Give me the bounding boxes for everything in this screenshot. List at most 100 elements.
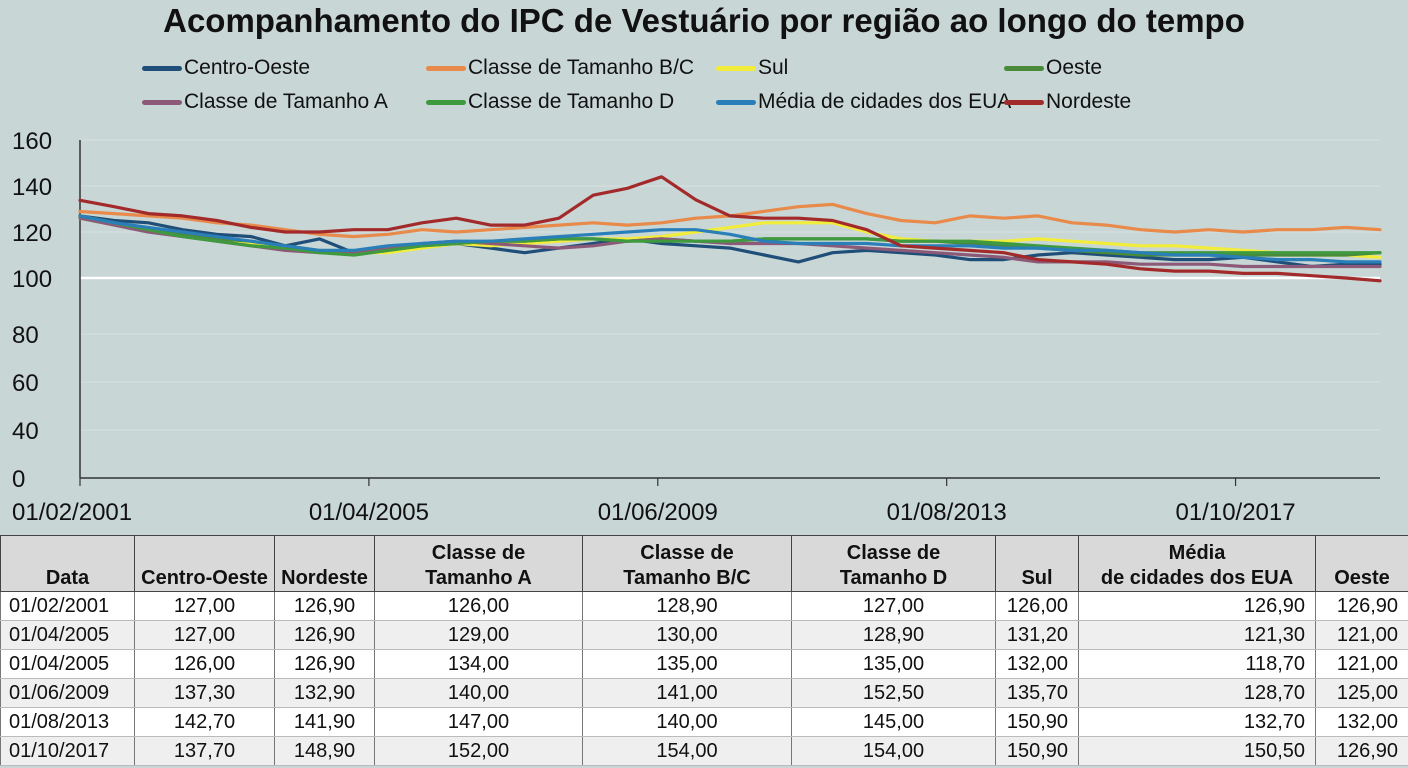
table-cell-value: 126,90 [274,620,375,650]
legend-label: Oeste [1046,56,1103,79]
x-tick-label: 01/04/2005 [309,499,429,526]
table-cell-value: 126,00 [995,591,1079,621]
table-cell-value: 126,90 [274,591,375,621]
table-row: 01/04/2005 127,00 126,90 129,00 130,00 128,90… [0,620,1408,650]
legend-label: Sul [758,56,789,79]
y-tick-label: 0 [12,466,25,493]
y-tick-label: 80 [12,322,39,349]
legend-item: Média de cidades dos EUA [716,89,1011,115]
table-row: 01/02/2001 127,00 126,90 126,00 128,90 127,00… [0,591,1408,621]
table-cell-value: 154,00 [791,736,996,766]
legend-item: Sul [716,55,788,81]
series-line-centro-oeste [78,214,1382,269]
table-header-cell: Oeste [1315,535,1408,592]
table-row: 01/04/2005 126,00 126,90 134,00 135,00 135,00… [0,649,1408,679]
table-header-cell: Classe de Tamanho D [791,535,996,592]
legend-swatch [426,99,466,105]
legend-swatch [142,99,182,105]
table-cell-value: 126,00 [374,591,583,621]
line-chart: 0 40 60 80 100 120 140 160 01/02/2001 01/04/2005 0… [12,128,1382,526]
table-header-cell: Classe de Tamanho B/C [582,535,792,592]
legend-label: Classe de Tamanho B/C [468,56,695,79]
table-header-cell: Centro-Oeste [134,535,275,592]
table-header-cell: Sul [995,535,1079,592]
legend-label: Nordeste [1046,90,1132,113]
table-row: 01/10/2017 137,70 148,90 152,00 154,00 154,00… [0,736,1408,766]
table-cell-value: 126,90 [274,649,375,679]
legend-swatch [716,99,756,105]
table-cell-value: 118,70 [1078,649,1316,679]
table-cell-value: 141,90 [274,707,375,737]
table-cell-value: 132,90 [274,678,375,708]
table-cell-value: 131,20 [995,620,1079,650]
table-cell-value: 125,00 [1315,678,1408,708]
series-line-nordeste [78,175,1382,283]
x-tick-label: 01/10/2017 [1175,499,1295,526]
table-cell-value: 135,00 [582,649,792,679]
table-cell-value: 132,00 [1315,707,1408,737]
table-header-row: Data Centro-Oeste Nordeste Classe de Tamanho… [0,535,1408,592]
table-cell-date: 01/06/2009 [0,678,135,708]
table-cell-value: 121,00 [1315,649,1408,679]
table-cell-value: 152,00 [374,736,583,766]
table-cell-value: 147,00 [374,707,583,737]
x-tick-label: 01/02/2001 [12,499,132,526]
table-cell-value: 127,00 [791,591,996,621]
table-cell-value: 150,90 [995,736,1079,766]
table-cell-date: 01/08/2013 [0,707,135,737]
table-cell-value: 121,30 [1078,620,1316,650]
table-cell-value: 126,00 [134,649,275,679]
legend-label: Classe de Tamanho A [184,90,388,113]
legend-item: Oeste [1004,55,1102,81]
legend-item: Classe de Tamanho D [426,89,674,115]
table-cell-value: 127,00 [134,620,275,650]
legend-swatch [716,65,756,71]
table-row: 01/06/2009 137,30 132,90 140,00 141,00 152,50… [0,678,1408,708]
table-cell-value: 137,70 [134,736,275,766]
y-tick-label: 140 [12,174,52,201]
y-tick-label: 40 [12,418,39,445]
table-cell-value: 132,70 [1078,707,1316,737]
y-tick-label: 60 [12,370,39,397]
table-cell-value: 121,00 [1315,620,1408,650]
table-cell-value: 128,90 [791,620,996,650]
x-tick-label: 01/08/2013 [887,499,1007,526]
table-cell-value: 142,70 [134,707,275,737]
table-cell-value: 137,30 [134,678,275,708]
legend-label: Centro-Oeste [184,56,311,79]
table-cell-date: 01/02/2001 [0,591,135,621]
legend-item: Classe de Tamanho B/C [426,55,694,81]
x-tick-label: 01/06/2009 [598,499,718,526]
legend-swatch [426,65,466,71]
table-header-cell: Nordeste [274,535,375,592]
table-cell-value: 130,00 [582,620,792,650]
y-tick-label: 100 [12,266,52,293]
table-cell-value: 132,00 [995,649,1079,679]
chart-title: Acompanhamento do IPC de Vestuário por r… [163,2,1245,39]
legend-swatch [1004,65,1044,71]
legend-item: Nordeste [1004,89,1131,115]
table-cell-value: 127,00 [134,591,275,621]
legend-swatch [1004,99,1044,105]
table-cell-date: 01/04/2005 [0,649,135,679]
table-cell-value: 126,90 [1315,591,1408,621]
legend-label: Classe de Tamanho D [468,90,675,113]
table-cell-value: 126,90 [1078,591,1316,621]
table-cell-value: 128,90 [582,591,792,621]
table-header-cell: Classe de Tamanho A [374,535,583,592]
table-header-cell: Média de cidades dos EUA [1078,535,1316,592]
table-cell-value: 154,00 [582,736,792,766]
table-row: 01/08/2013 142,70 141,90 147,00 140,00 145,00… [0,707,1408,737]
table-cell-value: 150,90 [995,707,1079,737]
table-cell-value: 135,00 [791,649,996,679]
table-cell-value: 129,00 [374,620,583,650]
table-header-cell: Data [0,535,135,592]
legend-label: Média de cidades dos EUA [758,90,1012,113]
y-tick-label: 160 [12,128,52,155]
table-cell-value: 150,50 [1078,736,1316,766]
table-cell-value: 134,00 [374,649,583,679]
series-line-media-de-cidades-dos-eua [78,214,1382,264]
table-cell-value: 126,90 [1315,736,1408,766]
legend-item: Centro-Oeste [142,55,310,81]
table-cell-value: 140,00 [374,678,583,708]
